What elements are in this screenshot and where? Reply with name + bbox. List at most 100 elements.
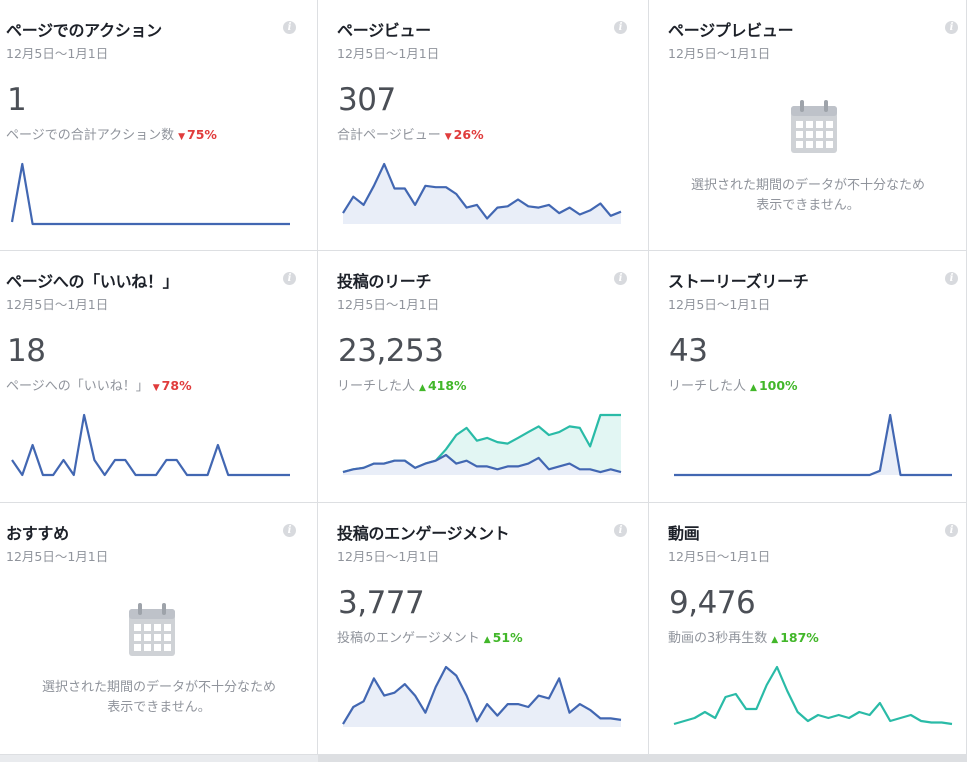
- card-date-range: 12月5日～1月1日: [337, 46, 440, 61]
- metric-subtitle: リーチした人 ▲ 100%: [668, 375, 798, 394]
- up-triangle-icon: ▲: [483, 635, 491, 645]
- scroll-edge: [318, 755, 967, 762]
- info-icon[interactable]: i: [945, 21, 958, 34]
- card-title: ページでのアクション: [6, 21, 162, 40]
- change-indicator: ▼ 78%: [153, 378, 192, 393]
- card-date-range: 12月5日～1月1日: [668, 297, 771, 312]
- sparkline-line-0: [673, 665, 953, 726]
- down-triangle-icon: ▼: [152, 383, 160, 393]
- card-date-range: 12月5日～1月1日: [6, 297, 109, 312]
- card-date-range: 12月5日～1月1日: [6, 46, 109, 61]
- sparkline-line-0: [342, 665, 622, 725]
- card-title: ページプレビュー: [668, 21, 794, 40]
- sparkline-area-0: [343, 415, 621, 475]
- card-date-range: 12月5日～1月1日: [6, 549, 109, 564]
- no-data-message: 選択された期間のデータが不十分なため 表示できません。: [690, 178, 925, 213]
- sparkline-area-0: [343, 164, 621, 224]
- metric-value: 43: [669, 333, 708, 369]
- card-title: 動画: [668, 524, 700, 543]
- metric-label: ページでの合計アクション数: [6, 128, 175, 143]
- insight-card-recommendations[interactable]: おすすめ 12月5日～1月1日 i 選択された期間のデータが不十分なため 表示できませ…: [0, 503, 318, 755]
- info-icon[interactable]: i: [614, 272, 627, 285]
- info-icon[interactable]: i: [283, 524, 296, 537]
- info-icon[interactable]: i: [614, 21, 627, 34]
- change-percent: 75%: [187, 127, 217, 142]
- insight-card-page-actions[interactable]: ページでのアクション 12月5日～1月1日 i 1 ページでの合計アクション数 ▼ 75%: [0, 0, 318, 251]
- sparkline-area-0: [674, 415, 952, 475]
- card-title: ページへの「いいね！」: [6, 272, 179, 291]
- info-icon[interactable]: i: [945, 524, 958, 537]
- metric-label: 投稿のエンゲージメント: [337, 631, 480, 646]
- change-indicator: ▲ 187%: [771, 630, 819, 645]
- metric-subtitle: ページへの「いいね！」 ▼ 78%: [6, 375, 192, 394]
- card-title: ストーリーズリーチ: [668, 272, 809, 291]
- insight-card-post-reach[interactable]: 投稿のリーチ 12月5日～1月1日 i 23,253 リーチした人 ▲ 418%: [318, 251, 649, 503]
- metric-value: 3,777: [338, 585, 425, 621]
- card-title: おすすめ: [6, 524, 69, 543]
- info-icon[interactable]: i: [945, 272, 958, 285]
- no-data-message: 選択された期間のデータが不十分なため 表示できません。: [41, 680, 276, 715]
- metric-label: リーチした人: [668, 379, 747, 394]
- up-triangle-icon: ▲: [750, 383, 757, 393]
- insight-card-post-engagement[interactable]: 投稿のエンゲージメント 12月5日～1月1日 i 3,777 投稿のエンゲージメント ▲ 5…: [318, 503, 649, 755]
- change-percent: 26%: [453, 127, 484, 142]
- sparkline-line-0: [674, 413, 952, 477]
- up-triangle-icon: ▲: [771, 635, 779, 645]
- metric-value: 23,253: [338, 333, 444, 369]
- metric-value: 307: [338, 82, 396, 118]
- up-triangle-icon: ▲: [419, 383, 426, 393]
- sparkline-area-0: [343, 667, 621, 727]
- change-indicator: ▲ 51%: [484, 630, 523, 645]
- metric-subtitle: リーチした人 ▲ 418%: [337, 375, 467, 394]
- change-indicator: ▲ 100%: [750, 378, 798, 393]
- calendar-icon: [791, 100, 837, 153]
- metric-label: ページへの「いいね！」: [6, 379, 149, 394]
- card-date-range: 12月5日～1月1日: [337, 549, 440, 564]
- change-percent: 100%: [758, 378, 798, 393]
- metric-label: 動画の3秒再生数: [668, 631, 768, 646]
- sparkline-area-1: [343, 455, 621, 475]
- change-indicator: ▼ 26%: [445, 127, 484, 142]
- change-percent: 187%: [780, 630, 819, 645]
- metric-subtitle: 動画の3秒再生数 ▲ 187%: [668, 627, 819, 646]
- down-triangle-icon: ▼: [444, 132, 452, 142]
- metric-label: 合計ページビュー: [337, 128, 441, 143]
- sparkline-chart: [342, 665, 622, 727]
- info-icon[interactable]: i: [283, 272, 296, 285]
- change-percent: 51%: [492, 630, 523, 645]
- change-percent: 418%: [427, 378, 467, 393]
- info-icon[interactable]: i: [614, 524, 627, 537]
- metric-label: リーチした人: [337, 379, 416, 394]
- calendar-icon: [129, 603, 175, 656]
- metric-value: 9,476: [669, 585, 756, 621]
- sparkline-chart: [342, 413, 622, 475]
- sparkline-chart: [11, 413, 290, 477]
- metric-value: 18: [7, 333, 46, 369]
- insight-card-page-preview[interactable]: ページプレビュー 12月5日～1月1日 i 選択された期間のデータが不十分なため 表示…: [649, 0, 967, 251]
- sparkline-chart: [342, 162, 622, 224]
- metric-subtitle: 合計ページビュー ▼ 26%: [337, 124, 484, 143]
- change-percent: 78%: [161, 378, 192, 393]
- insight-card-page-views[interactable]: ページビュー 12月5日～1月1日 i 307 合計ページビュー ▼ 26%: [318, 0, 649, 251]
- change-indicator: ▲ 418%: [419, 378, 467, 393]
- sparkline-line-0: [10, 162, 290, 226]
- card-title: 投稿のエンゲージメント: [337, 524, 510, 543]
- sparkline-line-0: [11, 413, 290, 477]
- card-title: ページビュー: [337, 21, 431, 40]
- insight-card-page-likes[interactable]: ページへの「いいね！」 12月5日～1月1日 i 18 ページへの「いいね！」 ▼ 78%: [0, 251, 318, 503]
- down-triangle-icon: ▼: [178, 132, 186, 142]
- card-date-range: 12月5日～1月1日: [337, 297, 440, 312]
- metric-value: 1: [7, 82, 27, 118]
- card-date-range: 12月5日～1月1日: [668, 46, 771, 61]
- metric-subtitle: ページでの合計アクション数 ▼ 75%: [6, 124, 217, 143]
- sparkline-chart: [674, 413, 952, 477]
- info-icon[interactable]: i: [283, 21, 296, 34]
- change-indicator: ▼ 75%: [178, 127, 217, 142]
- metric-subtitle: 投稿のエンゲージメント ▲ 51%: [337, 627, 523, 646]
- sparkline-line-0: [342, 162, 622, 220]
- insight-card-stories-reach[interactable]: ストーリーズリーチ 12月5日～1月1日 i 43 リーチした人 ▲ 100%: [649, 251, 967, 503]
- card-title: 投稿のリーチ: [337, 272, 432, 291]
- sparkline-chart: [10, 162, 290, 226]
- sparkline-line-1: [342, 453, 622, 474]
- insight-card-videos[interactable]: 動画 12月5日～1月1日 i 9,476 動画の3秒再生数 ▲ 187%: [649, 503, 967, 755]
